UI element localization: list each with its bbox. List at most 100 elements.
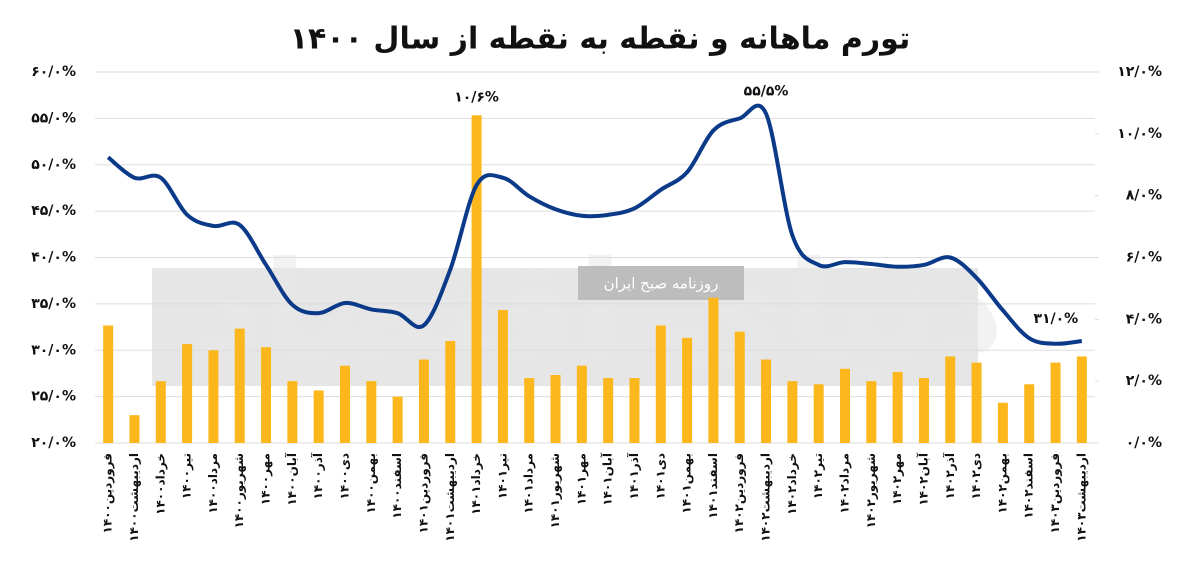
bar	[287, 381, 298, 443]
x-tick-label: خرداد۱۴۰۱	[469, 453, 483, 515]
x-tick-label: فروردین۱۴۰۱	[416, 453, 431, 533]
data-label: ۵۵/۵%	[744, 84, 789, 100]
bar	[918, 378, 929, 443]
x-tick-label: شهریور۱۴۰۰	[232, 453, 247, 528]
y2-tick-label: ۲/۰%	[1126, 373, 1162, 389]
x-tick-label: آبان۱۴۰۰	[284, 452, 299, 506]
bar	[550, 374, 561, 443]
bar	[261, 347, 272, 443]
x-tick-label: آبان۱۴۰۱	[600, 452, 615, 506]
bar	[892, 371, 903, 443]
watermark-logo: دنیای اقتصاد	[196, 233, 1004, 385]
bar	[734, 331, 745, 443]
y-tick-label: ۳۰/۰%	[31, 342, 76, 358]
bar	[945, 356, 956, 443]
bar	[866, 381, 877, 443]
x-tick-label: تیر۱۴۰۱	[495, 453, 509, 499]
x-tick-label: دی۱۴۰۲	[969, 453, 983, 499]
bar	[392, 396, 403, 443]
y2-tick-label: ۸/۰%	[1126, 188, 1162, 204]
x-tick-label: بهمن۱۴۰۰	[364, 453, 378, 514]
watermark-text: روزنامه صبح ایران	[604, 275, 719, 293]
x-tick-label: اسفند۱۴۰۰	[390, 453, 404, 519]
bar	[840, 368, 850, 443]
x-tick-label: آذر۱۴۰۲	[942, 452, 957, 499]
bar	[1076, 356, 1087, 443]
bar	[129, 415, 140, 443]
chart-title: تورم ماهانه و نقطه به نقطه از سال ۱۴۰۰	[290, 22, 911, 57]
bar	[787, 381, 798, 443]
x-tick-label: اردیبهشت۱۴۰۲	[759, 453, 773, 542]
y2-tick-label: ۶/۰%	[1126, 250, 1162, 266]
bar	[418, 359, 429, 443]
bar	[155, 381, 166, 443]
data-label: ۱۰/۶%	[454, 89, 499, 105]
bar	[234, 328, 245, 443]
bar	[208, 350, 219, 443]
y2-tick-label: ۱۰/۰%	[1117, 126, 1162, 142]
x-tick-label: اردیبهشت۱۴۰۱	[443, 453, 457, 542]
data-label: ۳۱/۰%	[1033, 311, 1078, 327]
bar	[340, 365, 350, 443]
y-tick-label: ۵۰/۰%	[31, 157, 76, 173]
bar	[655, 325, 666, 443]
x-tick-label: شهریور۱۴۰۲	[864, 453, 879, 528]
x-tick-label: مهر۱۴۰۱	[574, 453, 588, 505]
x-tick-label: اردیبهشت۱۴۰۰	[127, 453, 141, 542]
bar	[445, 340, 456, 443]
bar	[1050, 362, 1061, 443]
x-tick-label: فروردین۱۴۰۳	[1048, 453, 1063, 533]
y2-tick-label: ۱۲/۰%	[1117, 64, 1162, 80]
line	[106, 103, 1083, 346]
x-tick-label: اسفند۱۴۰۱	[706, 453, 720, 519]
bar	[103, 325, 114, 443]
bar	[524, 378, 535, 443]
x-tick-label: مرداد۱۴۰۱	[522, 453, 536, 514]
y-tick-label: ۶۰/۰%	[31, 64, 76, 80]
y-tick-label: ۴۰/۰%	[31, 250, 76, 266]
x-tick-label: آبان۱۴۰۲	[915, 452, 930, 506]
y2-tick-label: ۴/۰%	[1126, 311, 1162, 327]
x-tick-label: اردیبهشت۱۴۰۳	[1074, 453, 1088, 542]
x-tick-label: بهمن۱۴۰۱	[680, 453, 694, 514]
bar	[971, 362, 982, 443]
bar	[1024, 384, 1035, 443]
bar	[997, 402, 1008, 443]
x-tick-label: خرداد۱۴۰۲	[785, 453, 799, 515]
y-tick-label: ۵۵/۰%	[31, 110, 76, 126]
x-tick-label: مهر۱۴۰۰	[259, 453, 273, 505]
bar	[313, 390, 324, 443]
bar	[366, 381, 377, 443]
bar	[603, 378, 614, 443]
x-tick-label: آذر۱۴۰۱	[626, 452, 641, 499]
x-tick-label: دی۱۴۰۱	[653, 453, 667, 499]
bar	[708, 297, 719, 443]
x-tick-label: تیر۱۴۰۲	[811, 453, 825, 499]
x-tick-label: دی۱۴۰۰	[338, 453, 352, 499]
x-tick-label: مهر۱۴۰۲	[890, 453, 904, 505]
x-tick-label: خرداد۱۴۰۰	[153, 453, 167, 515]
x-tick-label: تیر۱۴۰۰	[180, 453, 194, 499]
bar	[497, 310, 508, 443]
x-tick-label: فروردین۱۴۰۰	[101, 453, 116, 533]
x-tick-label: بهمن۱۴۰۲	[995, 453, 1009, 514]
x-tick-label: اسفند۱۴۰۲	[1022, 453, 1036, 519]
x-tick-label: فروردین۱۴۰۲	[732, 453, 747, 533]
y-tick-label: ۴۵/۰%	[31, 203, 76, 219]
x-tick-label: مرداد۱۴۰۰	[206, 453, 220, 514]
bar	[471, 115, 482, 444]
bar	[682, 337, 693, 443]
bar	[576, 365, 587, 443]
watermark-band	[152, 268, 978, 386]
y-tick-label: ۲۰/۰%	[31, 435, 76, 451]
bar	[629, 378, 640, 443]
bar	[761, 359, 772, 443]
watermark-box	[578, 266, 744, 300]
bar	[813, 384, 824, 443]
y-tick-label: ۲۵/۰%	[31, 389, 76, 405]
x-tick-label: آذر۱۴۰۰	[310, 452, 325, 499]
x-tick-label: مرداد۱۴۰۲	[838, 453, 852, 514]
bar	[182, 344, 193, 443]
y-tick-label: ۳۵/۰%	[31, 296, 76, 312]
